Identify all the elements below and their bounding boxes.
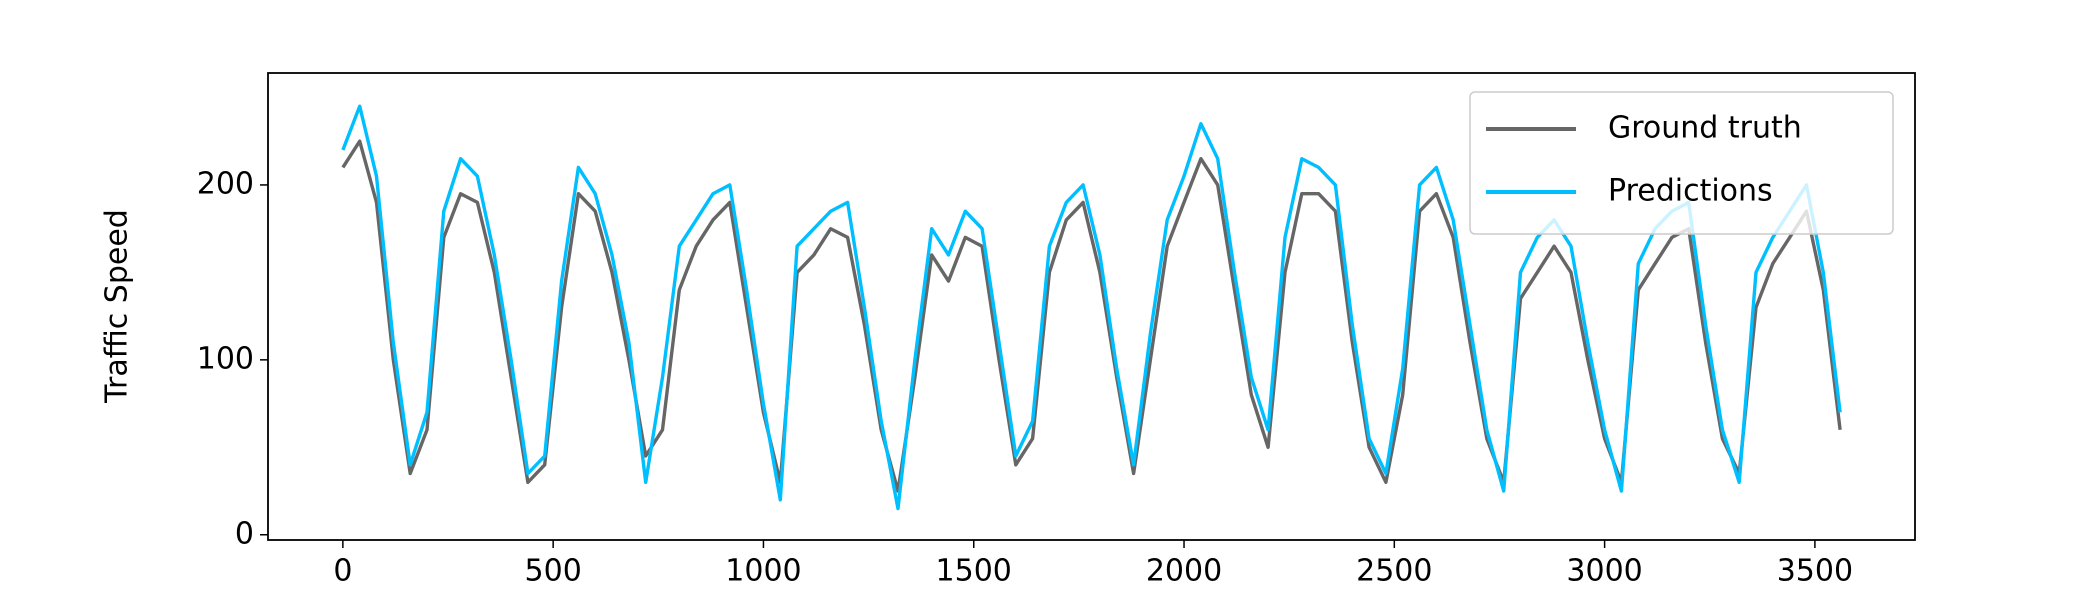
series-line <box>341 104 1842 511</box>
x-tick-label: 3000 <box>1566 554 1642 589</box>
legend-label: Predictions <box>1608 174 1773 209</box>
y-tick-label: 200 <box>197 166 254 201</box>
x-tick-label: 1500 <box>936 554 1012 589</box>
y-axis-label: Traffic Speed <box>100 209 135 404</box>
x-tick-label: 3500 <box>1777 554 1853 589</box>
x-tick-label: 2000 <box>1146 554 1222 589</box>
y-tick-label: 100 <box>197 341 254 376</box>
x-tick-label: 0 <box>333 554 352 589</box>
x-tick-label: 500 <box>525 554 582 589</box>
x-tick-label: 2500 <box>1356 554 1432 589</box>
legend-label: Ground truth <box>1608 111 1802 146</box>
series-line <box>341 139 1842 493</box>
y-tick-label: 0 <box>235 516 254 551</box>
x-tick-label: 1000 <box>725 554 801 589</box>
plot-frame <box>267 72 1916 541</box>
